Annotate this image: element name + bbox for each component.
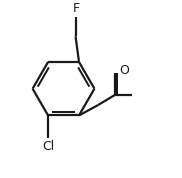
Text: F: F: [73, 2, 80, 15]
Text: Cl: Cl: [42, 140, 54, 153]
Text: O: O: [119, 64, 129, 77]
